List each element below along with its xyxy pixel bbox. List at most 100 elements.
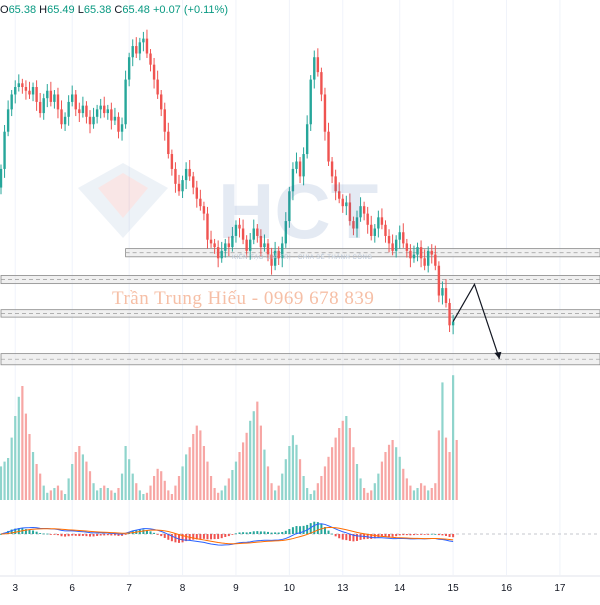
candle-body <box>174 168 177 184</box>
macd-histogram-bar <box>334 534 337 537</box>
volume-bar <box>284 459 287 500</box>
candle-body <box>270 254 273 266</box>
candle-body <box>10 94 13 110</box>
macd-histogram-bar <box>380 534 383 537</box>
candle-body <box>127 57 131 80</box>
macd-histogram-bar <box>156 534 159 535</box>
volume-bar <box>373 483 376 500</box>
volume-bar <box>327 456 330 500</box>
macd-histogram-bar <box>178 534 180 543</box>
candle-body <box>124 79 127 125</box>
volume-bar <box>274 490 277 500</box>
macd-histogram-bar <box>74 534 77 536</box>
candle-body <box>202 206 206 214</box>
volume-bar <box>35 464 38 500</box>
candle-body <box>138 42 142 54</box>
candle-body <box>402 232 405 244</box>
candle-body <box>330 161 334 177</box>
volume-bar <box>67 478 70 500</box>
volume-bar <box>377 473 380 500</box>
volume-bar <box>252 411 255 500</box>
candle-body <box>56 94 60 110</box>
volume-bar <box>142 494 145 500</box>
volume-bar <box>152 476 156 500</box>
candle-body <box>252 228 255 240</box>
volume-bar <box>281 473 284 500</box>
macd-histogram-bar <box>192 534 195 540</box>
volume-bar <box>131 473 134 500</box>
candle-body <box>305 124 309 155</box>
candle-body <box>167 131 170 155</box>
candle-body <box>302 154 305 177</box>
low-value: 65.38 <box>83 4 112 16</box>
volume-bar <box>266 466 270 500</box>
candle-body <box>206 213 209 240</box>
macd-histogram-bar <box>242 532 245 534</box>
open-label: O <box>0 4 9 16</box>
macd-histogram-bar <box>85 534 88 537</box>
candle-body <box>156 79 159 95</box>
macd-histogram-bar <box>299 526 302 534</box>
candle-body <box>99 105 102 110</box>
x-tick-label: 17 <box>554 583 566 594</box>
volume-bar <box>128 459 131 500</box>
macd-histogram-bar <box>46 533 49 535</box>
candle-body <box>273 250 277 266</box>
candle-body <box>67 101 70 117</box>
macd-histogram-bar <box>423 534 426 535</box>
candle-body <box>117 116 120 132</box>
candle-body <box>88 116 92 125</box>
candle-body <box>142 38 145 43</box>
support-resistance-zones[interactable] <box>0 248 600 366</box>
volume-bar <box>209 476 213 500</box>
candle-body <box>209 239 213 244</box>
candle-body <box>220 250 223 259</box>
projection-path[interactable] <box>452 282 502 360</box>
volume-bar <box>405 478 408 500</box>
volume-bar <box>234 461 238 500</box>
candle-body <box>106 109 109 114</box>
macd-histogram-bar <box>202 534 205 539</box>
candle-body <box>284 221 287 244</box>
macd-histogram-bar <box>441 534 444 536</box>
volume-bar <box>120 473 124 500</box>
volume-bar <box>345 416 348 500</box>
macd-histogram-bar <box>409 534 412 536</box>
macd-histogram-bar <box>395 534 398 537</box>
volume-bar <box>213 488 216 500</box>
macd-histogram-bar <box>412 534 415 536</box>
volume-bar <box>409 485 412 500</box>
macd-histogram-bar <box>145 530 148 534</box>
candle-body <box>394 239 398 251</box>
volume-bar <box>231 470 234 500</box>
macd-histogram-bar <box>78 534 81 537</box>
volume-bar <box>24 413 28 500</box>
candle-body <box>234 224 238 236</box>
macd-histogram-bar <box>405 534 408 536</box>
volume-bar <box>53 488 56 500</box>
volume-bar <box>338 428 341 500</box>
volume-bar <box>395 447 398 500</box>
macd-histogram-bar <box>259 531 262 534</box>
volume-bar <box>441 382 444 500</box>
volume-bar <box>0 466 3 500</box>
volume-bar <box>359 478 362 500</box>
candle-body <box>195 187 198 199</box>
candle-body <box>241 228 245 240</box>
volume-bar <box>227 478 230 500</box>
candle-body <box>149 53 152 65</box>
x-tick-label: 9 <box>233 583 239 594</box>
macd-histogram-bar <box>153 532 156 534</box>
price-candles <box>0 29 455 335</box>
volume-bar <box>416 488 419 500</box>
volume-bar <box>402 468 405 500</box>
macd-histogram-bar <box>160 534 163 537</box>
candle-body <box>451 321 455 326</box>
macd-histogram-bar <box>302 525 305 534</box>
macd-histogram-bar <box>35 531 38 534</box>
volume-bar <box>78 446 81 500</box>
candle-body <box>263 243 266 248</box>
macd-histogram-bar <box>391 534 394 537</box>
